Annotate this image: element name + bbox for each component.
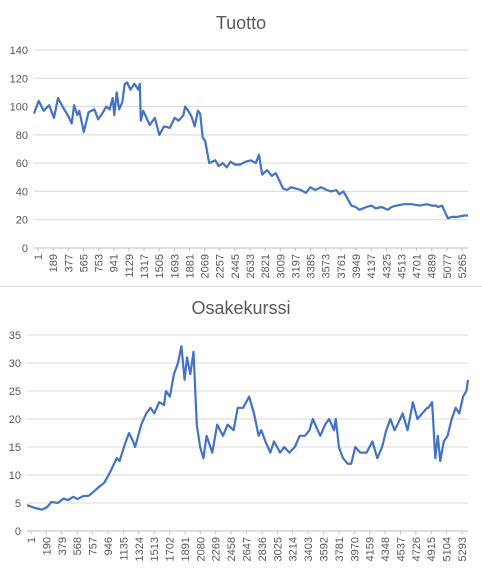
x-tick-label: 2257 — [215, 254, 227, 278]
y-tick-label: 120 — [10, 73, 28, 85]
x-tick-label: 3592 — [318, 537, 330, 561]
y-tick-label: 40 — [16, 186, 28, 198]
x-tick-label: 1317 — [139, 254, 151, 278]
y-tick-label: 10 — [9, 470, 21, 482]
x-tick-label: 3970 — [349, 537, 361, 561]
y-tick-label: 15 — [9, 442, 21, 454]
x-tick-label: 1129 — [124, 254, 136, 278]
y-tick-label: 20 — [16, 215, 28, 227]
x-tick-label: 3025 — [272, 537, 284, 561]
y-tick-label: 100 — [10, 102, 28, 114]
x-tick-label: 4348 — [380, 537, 392, 561]
x-tick-label: 2458 — [226, 537, 238, 561]
tuotto-chart-panel: Tuotto 0 20 40 60 80 100 120 140 1 189 377 565 753 94… — [0, 13, 482, 287]
x-tick-label: 4701 — [412, 254, 424, 278]
x-tick-label: 2269 — [211, 537, 223, 561]
tuotto-line-chart: Tuotto 0 20 40 60 80 100 120 140 1 189 377 565 753 94… — [10, 13, 469, 278]
x-tick-label: 3761 — [336, 254, 348, 278]
x-tick-label: 5077 — [442, 254, 454, 278]
x-tick-label: 5104 — [442, 537, 454, 561]
x-tick-label: 379 — [57, 537, 69, 555]
x-tick-label: 2069 — [200, 254, 212, 278]
x-tick-label: 2080 — [195, 537, 207, 561]
x-tick-label: 1891 — [180, 537, 192, 561]
x-tick-label: 2633 — [245, 254, 257, 278]
x-tick-label: 3949 — [351, 254, 363, 278]
x-tick-label: 1 — [33, 254, 45, 260]
y-tick-label: 0 — [15, 526, 21, 538]
y-tick-label: 140 — [10, 45, 28, 57]
x-tick-label: 4513 — [396, 254, 408, 278]
y-tick-label: 80 — [16, 130, 28, 142]
osakekurssi-line-chart: Osakekurssi 0 5 10 15 20 25 30 35 1 190 379 568 757 9… — [9, 298, 470, 561]
x-tick-label: 1513 — [149, 537, 161, 561]
x-tick-label: 2445 — [230, 254, 242, 278]
x-tick-label: 753 — [94, 254, 106, 272]
x-tick-label: 4889 — [427, 254, 439, 278]
x-tick-label: 3197 — [290, 254, 302, 278]
x-tick-label: 1505 — [154, 254, 166, 278]
x-tick-label: 1324 — [134, 537, 146, 561]
x-tick-label: 3385 — [306, 254, 318, 278]
x-tick-label: 4726 — [411, 537, 423, 561]
x-tick-label: 5293 — [457, 537, 469, 561]
x-tick-label: 4915 — [426, 537, 438, 561]
y-tick-label: 0 — [22, 243, 28, 255]
x-tick-label: 1881 — [184, 254, 196, 278]
chart-title: Osakekurssi — [191, 298, 290, 318]
y-tick-label: 60 — [16, 158, 28, 170]
x-tick-label: 3214 — [288, 537, 300, 561]
x-tick-label: 4159 — [365, 537, 377, 561]
x-tick-label: 941 — [109, 254, 121, 272]
x-tick-label: 1135 — [118, 537, 130, 561]
x-tick-label: 2647 — [242, 537, 254, 561]
y-tick-label: 25 — [9, 386, 21, 398]
y-tick-label: 30 — [9, 358, 21, 370]
x-tick-label: 2836 — [257, 537, 269, 561]
y-tick-label: 5 — [15, 498, 21, 510]
x-tick-label: 565 — [78, 254, 90, 272]
series-line — [26, 345, 470, 511]
x-tick-label: 1 — [26, 537, 38, 543]
y-tick-label: 35 — [9, 330, 21, 342]
x-tick-label: 568 — [72, 537, 84, 555]
x-tick-label: 4137 — [366, 254, 378, 278]
x-tick-label: 1702 — [165, 537, 177, 561]
x-tick-label: 3781 — [334, 537, 346, 561]
x-tick-label: 757 — [88, 537, 100, 555]
x-tick-label: 2821 — [260, 254, 272, 278]
osakekurssi-chart-panel: Osakekurssi 0 5 10 15 20 25 30 35 1 190 379 568 757 9… — [0, 287, 482, 572]
x-tick-label: 189 — [48, 254, 60, 272]
x-tick-label: 946 — [103, 537, 115, 555]
x-tick-label: 1693 — [169, 254, 181, 278]
x-tick-label: 4537 — [395, 537, 407, 561]
x-tick-label: 3403 — [303, 537, 315, 561]
y-tick-label: 20 — [9, 414, 21, 426]
x-tick-label: 4325 — [381, 254, 393, 278]
series-line — [32, 81, 468, 220]
chart-title: Tuotto — [216, 13, 266, 33]
x-tick-label: 3573 — [321, 254, 333, 278]
x-tick-label: 190 — [41, 537, 53, 555]
x-tick-label: 5265 — [457, 254, 469, 278]
x-tick-label: 377 — [63, 254, 75, 272]
x-tick-label: 3009 — [275, 254, 287, 278]
